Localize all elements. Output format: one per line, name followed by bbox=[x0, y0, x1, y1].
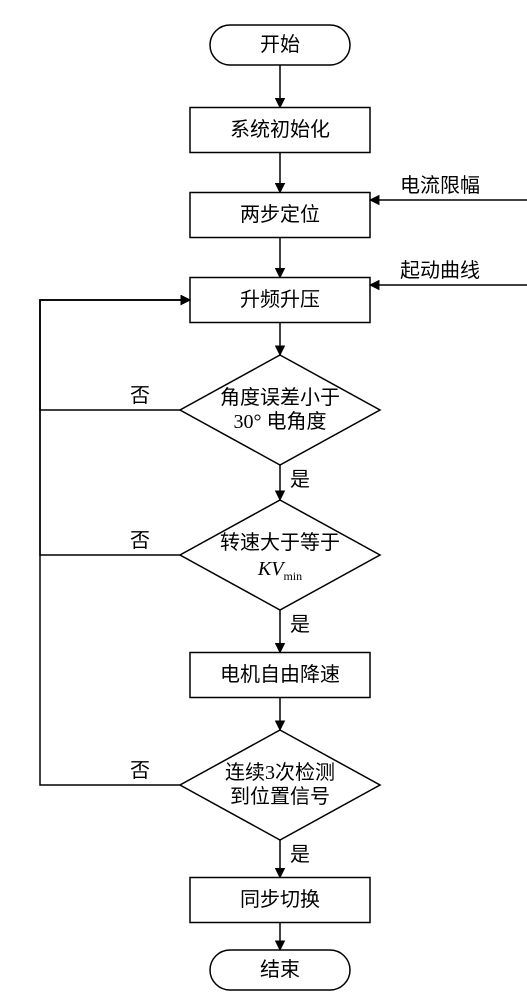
current-limit-input-label: 电流限幅 bbox=[400, 174, 480, 197]
svg-text:否: 否 bbox=[130, 760, 150, 782]
twostep-node-label: 两步定位 bbox=[240, 203, 320, 226]
init-node-label: 系统初始化 bbox=[230, 118, 330, 141]
svg-text:是: 是 bbox=[290, 844, 310, 866]
angle-decision bbox=[180, 355, 380, 465]
svg-text:连续3次检测: 连续3次检测 bbox=[225, 761, 335, 784]
svg-text:是: 是 bbox=[290, 469, 310, 491]
svg-text:到位置信号: 到位置信号 bbox=[230, 785, 330, 808]
svg-text:否: 否 bbox=[130, 530, 150, 552]
svg-text:30° 电角度: 30° 电角度 bbox=[234, 410, 327, 433]
flowchart-canvas: 开始系统初始化两步定位升频升压角度误差小于30° 电角度转速大于等于KVmin电… bbox=[0, 0, 527, 1000]
end-node-label: 结束 bbox=[260, 958, 300, 981]
svg-text:角度误差小于: 角度误差小于 bbox=[220, 386, 340, 409]
detect-decision bbox=[180, 730, 380, 840]
speed-decision bbox=[180, 500, 380, 610]
ramp-node-label: 升频升压 bbox=[240, 288, 320, 311]
freerun-node-label: 电机自由降速 bbox=[220, 663, 340, 686]
svg-text:是: 是 bbox=[290, 614, 310, 636]
start-curve-input-label: 起动曲线 bbox=[400, 259, 480, 282]
svg-text:转速大于等于: 转速大于等于 bbox=[220, 531, 340, 554]
sync-node-label: 同步切换 bbox=[240, 888, 320, 911]
svg-text:否: 否 bbox=[130, 385, 150, 407]
start-node-label: 开始 bbox=[260, 33, 300, 56]
